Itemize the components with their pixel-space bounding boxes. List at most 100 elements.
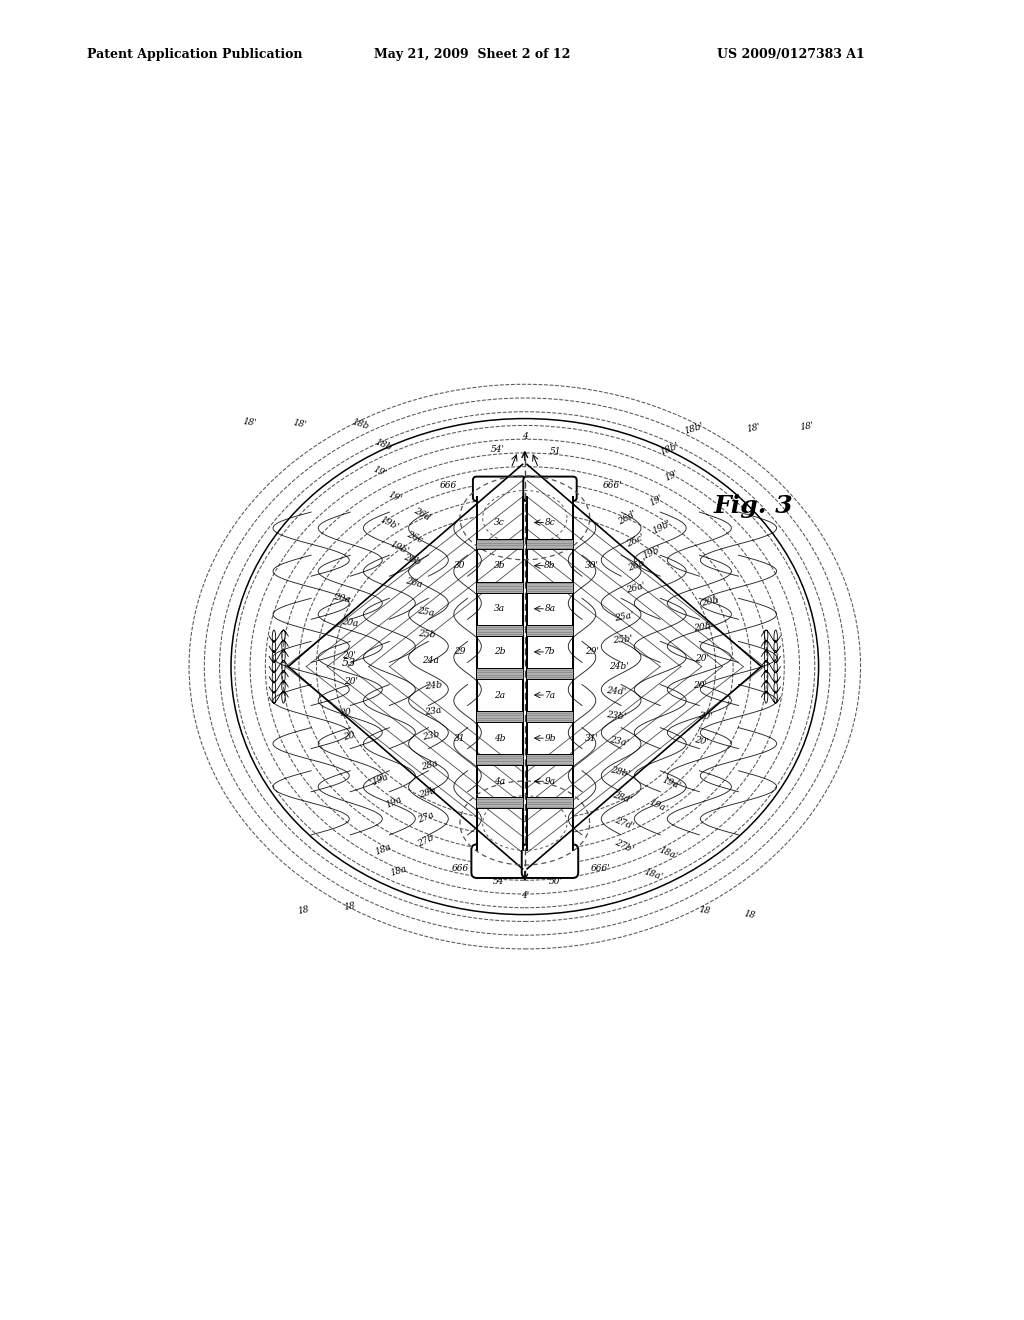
Text: 20a: 20a xyxy=(340,616,358,628)
Text: 9b: 9b xyxy=(544,734,556,743)
Bar xyxy=(477,498,522,850)
Text: 26a: 26a xyxy=(404,576,424,589)
Text: 18a: 18a xyxy=(389,865,409,878)
Text: 19a': 19a' xyxy=(660,776,682,791)
Text: 18': 18' xyxy=(800,421,815,432)
Text: 54: 54 xyxy=(493,878,504,886)
Text: 28a: 28a xyxy=(420,759,438,772)
Text: 2b: 2b xyxy=(494,647,506,656)
Text: 20a: 20a xyxy=(333,591,351,605)
FancyBboxPatch shape xyxy=(522,845,579,878)
Text: 18b': 18b' xyxy=(658,441,681,457)
Text: 29': 29' xyxy=(585,647,599,656)
Text: 50': 50' xyxy=(548,878,562,886)
Text: 8a: 8a xyxy=(545,605,556,614)
Text: 4: 4 xyxy=(522,432,527,441)
Text: 18b: 18b xyxy=(351,417,371,430)
Text: 53: 53 xyxy=(342,657,356,668)
Text: 27b': 27b' xyxy=(613,838,635,854)
Text: Fig. 3: Fig. 3 xyxy=(714,495,794,519)
Text: 7a: 7a xyxy=(545,690,556,700)
Text: 8b: 8b xyxy=(544,561,556,570)
FancyBboxPatch shape xyxy=(471,845,527,878)
Text: 23b': 23b' xyxy=(606,710,627,722)
Text: 20': 20' xyxy=(693,681,708,690)
Text: 20': 20' xyxy=(342,651,356,660)
Text: 29: 29 xyxy=(455,647,466,656)
Text: 23a: 23a xyxy=(424,705,442,717)
Text: 18': 18' xyxy=(292,418,307,430)
Text: 19b': 19b' xyxy=(651,519,673,536)
Text: 25a': 25a' xyxy=(613,611,634,623)
Text: 19': 19' xyxy=(648,492,666,507)
Bar xyxy=(527,754,572,766)
Text: 26a': 26a' xyxy=(625,581,646,595)
Text: 18: 18 xyxy=(343,902,355,912)
Text: 18': 18' xyxy=(745,422,762,434)
Text: 4b: 4b xyxy=(494,734,506,743)
Text: 25a: 25a xyxy=(417,606,435,618)
Text: 666': 666' xyxy=(591,865,611,874)
Bar xyxy=(477,539,522,549)
Text: 18a': 18a' xyxy=(642,867,664,882)
Text: May 21, 2009  Sheet 2 of 12: May 21, 2009 Sheet 2 of 12 xyxy=(374,48,570,61)
Text: 25b: 25b xyxy=(418,630,436,640)
Text: 20b: 20b xyxy=(692,622,711,632)
Bar xyxy=(477,711,522,722)
Text: 19a: 19a xyxy=(384,795,403,810)
Text: 18: 18 xyxy=(697,906,711,916)
Text: 19a': 19a' xyxy=(647,799,669,814)
Text: 666: 666 xyxy=(452,865,469,874)
Text: 19': 19' xyxy=(387,490,403,504)
Text: 20: 20 xyxy=(339,708,352,718)
Bar xyxy=(527,539,572,549)
Text: 24b': 24b' xyxy=(609,663,629,671)
Text: 9a: 9a xyxy=(545,776,556,785)
Text: 28d': 28d' xyxy=(611,791,633,805)
Text: 19b': 19b' xyxy=(378,515,399,532)
Bar xyxy=(527,711,572,722)
Text: 54': 54' xyxy=(492,445,505,454)
Text: 3a: 3a xyxy=(494,605,505,614)
Bar xyxy=(477,624,522,636)
Text: 27d': 27d' xyxy=(613,816,635,830)
Text: 24b: 24b xyxy=(424,680,442,690)
Bar xyxy=(477,797,522,808)
Text: 28b': 28b' xyxy=(609,766,631,779)
Text: 19a: 19a xyxy=(371,772,389,787)
Bar xyxy=(477,668,522,678)
Text: 31: 31 xyxy=(455,734,466,743)
Text: 23b: 23b xyxy=(422,729,440,742)
Bar xyxy=(527,498,572,850)
Bar xyxy=(527,797,572,808)
Text: 51: 51 xyxy=(550,447,561,455)
FancyBboxPatch shape xyxy=(523,477,577,502)
Text: 26d': 26d' xyxy=(617,510,639,527)
Text: 18: 18 xyxy=(743,909,757,920)
Text: 24d': 24d' xyxy=(606,685,627,697)
Text: 18: 18 xyxy=(297,906,310,916)
Text: 30': 30' xyxy=(585,561,599,570)
Text: 31': 31' xyxy=(585,734,599,743)
Text: 3c: 3c xyxy=(495,517,505,527)
Text: 2a: 2a xyxy=(494,690,505,700)
Bar xyxy=(527,668,572,678)
Text: 20': 20' xyxy=(695,655,709,664)
Text: 18b: 18b xyxy=(374,438,393,453)
Text: 18': 18' xyxy=(243,417,258,428)
Text: 19b': 19b' xyxy=(641,544,664,561)
Text: 18b': 18b' xyxy=(683,421,705,436)
Text: 20': 20' xyxy=(344,677,357,686)
Text: 23a': 23a' xyxy=(608,735,629,748)
Text: 19': 19' xyxy=(664,469,680,483)
Text: 24a: 24a xyxy=(423,656,439,665)
Text: 4': 4' xyxy=(520,891,529,900)
Text: 666: 666 xyxy=(440,482,457,490)
Text: 18a': 18a' xyxy=(657,846,679,862)
Text: 8c: 8c xyxy=(545,517,555,527)
Text: 20': 20' xyxy=(698,710,713,722)
Text: 26c': 26c' xyxy=(625,532,646,549)
Text: 30: 30 xyxy=(455,561,466,570)
Text: 7b: 7b xyxy=(544,647,556,656)
Bar xyxy=(477,754,522,766)
